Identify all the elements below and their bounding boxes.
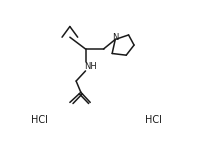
Text: N: N bbox=[112, 33, 118, 42]
Text: HCl: HCl bbox=[31, 115, 48, 125]
Text: NH: NH bbox=[84, 62, 97, 71]
Text: HCl: HCl bbox=[145, 115, 162, 125]
